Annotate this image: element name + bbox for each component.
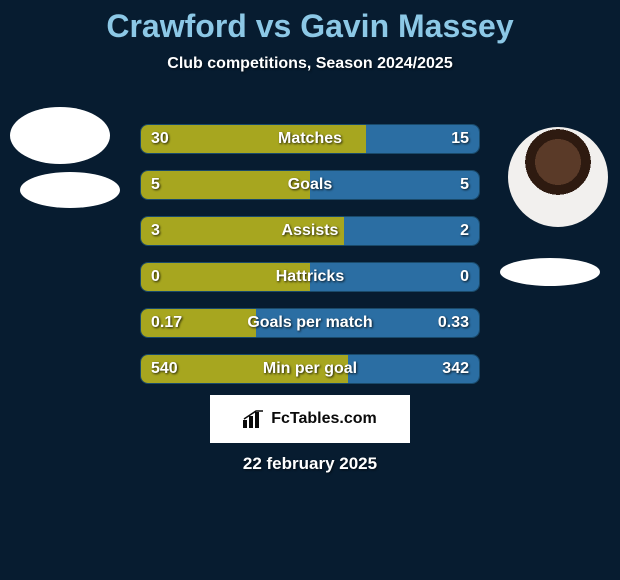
bar-value-left: 0 [151, 263, 160, 291]
bar-row: Assists3 2 [140, 216, 480, 246]
bar-value-left: 540 [151, 355, 178, 383]
avatar-player-left-shape-1 [10, 107, 110, 164]
bar-label: Goals [141, 171, 479, 199]
bar-value-right: 5 [460, 171, 469, 199]
bar-value-left: 3 [151, 217, 160, 245]
bar-value-left: 30 [151, 125, 169, 153]
comparison-bars: Matches30 15 Goals5 5 Assists3 2 Hattricks0 0 Go… [140, 124, 480, 400]
club-logo-right [500, 258, 600, 286]
bar-value-left: 0.17 [151, 309, 182, 337]
bar-value-right: 342 [442, 355, 469, 383]
bar-value-right: 0.33 [438, 309, 469, 337]
bar-value-right: 15 [451, 125, 469, 153]
source-logo-text: FcTables.com [271, 410, 377, 428]
bar-row: Hattricks0 0 [140, 262, 480, 292]
avatar-player-right [508, 127, 608, 227]
bar-label: Hattricks [141, 263, 479, 291]
bar-row: Goals per match0.17 0.33 [140, 308, 480, 338]
bar-value-left: 5 [151, 171, 160, 199]
subtitle: Club competitions, Season 2024/2025 [0, 55, 620, 73]
bar-label: Min per goal [141, 355, 479, 383]
source-logo: FcTables.com [210, 395, 410, 443]
date-text: 22 february 2025 [0, 454, 620, 474]
bar-label: Assists [141, 217, 479, 245]
bars-icon [243, 410, 265, 428]
bar-label: Matches [141, 125, 479, 153]
bar-row: Matches30 15 [140, 124, 480, 154]
bar-value-right: 0 [460, 263, 469, 291]
bar-label: Goals per match [141, 309, 479, 337]
avatar-player-left-shape-2 [20, 172, 120, 208]
bar-row: Goals5 5 [140, 170, 480, 200]
bar-row: Min per goal540 342 [140, 354, 480, 384]
page-title: Crawford vs Gavin Massey [0, 0, 620, 45]
bar-value-right: 2 [460, 217, 469, 245]
